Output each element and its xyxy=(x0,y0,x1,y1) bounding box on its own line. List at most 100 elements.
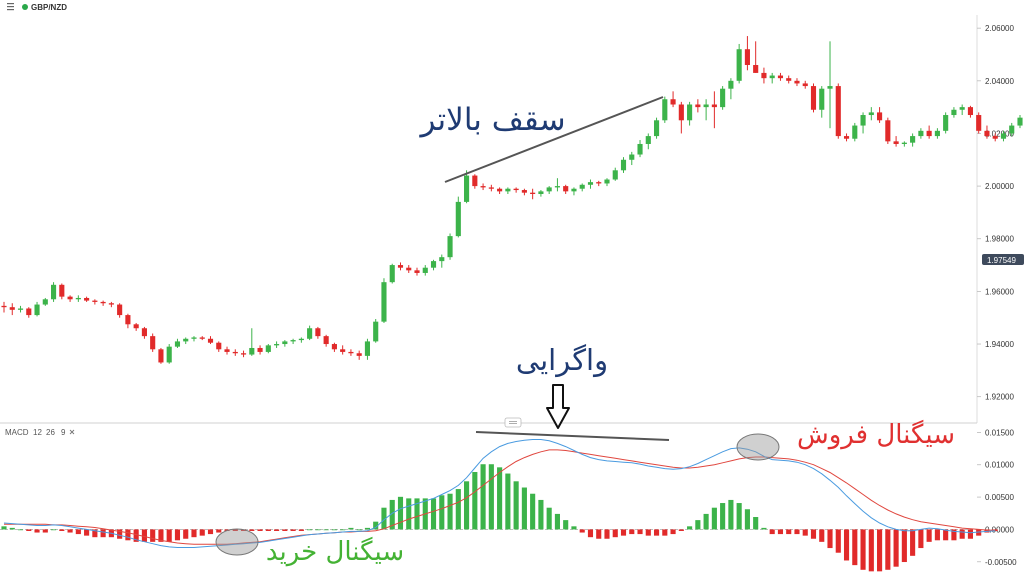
candle-body xyxy=(290,340,296,342)
candle-body xyxy=(810,86,817,110)
candle xyxy=(918,128,924,139)
histogram-bar xyxy=(315,529,321,531)
candle xyxy=(84,296,90,302)
candle-body xyxy=(26,308,32,316)
candle-body xyxy=(422,267,428,273)
candle xyxy=(976,112,982,134)
macd-label[interactable]: MACD xyxy=(5,428,29,437)
candle xyxy=(274,341,280,348)
candle-body xyxy=(860,115,866,126)
candle xyxy=(240,350,247,358)
histogram-bar xyxy=(852,529,858,566)
candle-body xyxy=(620,159,627,171)
candle xyxy=(108,301,114,308)
close-icon[interactable] xyxy=(69,429,75,435)
candle xyxy=(75,295,81,302)
candle-body xyxy=(158,349,164,363)
candle xyxy=(42,297,48,306)
candle xyxy=(835,83,841,139)
divergence-annotation: واگرایی xyxy=(516,343,608,377)
candle-body xyxy=(307,328,313,339)
candle xyxy=(587,179,594,189)
candle-body xyxy=(513,188,519,191)
candle xyxy=(67,295,73,302)
histogram-bar xyxy=(810,529,817,539)
candle-body xyxy=(389,265,395,283)
candle-body xyxy=(488,187,494,189)
candle xyxy=(1009,122,1015,137)
menu-icon[interactable] xyxy=(7,3,14,11)
candle-body xyxy=(141,328,147,337)
price-tick-label: 2.00000 xyxy=(985,182,1014,191)
candle xyxy=(100,300,106,306)
candle-body xyxy=(984,130,990,137)
candle xyxy=(571,187,577,196)
candle xyxy=(439,254,445,268)
candle-body xyxy=(579,184,585,189)
candle xyxy=(777,72,784,81)
histogram-bar xyxy=(133,529,139,542)
histogram-bar xyxy=(943,529,949,541)
histogram-bar xyxy=(604,529,610,539)
candle xyxy=(612,167,618,181)
candle-body xyxy=(67,296,73,300)
histogram-bar xyxy=(488,464,494,530)
macd-tick-label: 0.01500 xyxy=(985,428,1014,437)
histogram-bar xyxy=(298,529,304,531)
histogram-bar xyxy=(769,529,775,535)
symbol-label[interactable]: GBP/NZD xyxy=(31,3,67,12)
candle-body xyxy=(612,170,618,180)
candle-body xyxy=(736,49,742,81)
candle-body xyxy=(720,88,726,108)
histogram-bar xyxy=(414,498,420,530)
histogram-bar xyxy=(620,529,627,536)
candle-body xyxy=(183,338,189,342)
resize-handle-icon[interactable] xyxy=(504,417,522,428)
candle-body xyxy=(546,187,552,192)
histogram-bar xyxy=(893,529,899,567)
histogram-bar xyxy=(554,513,560,530)
candle-body xyxy=(901,142,907,144)
histogram-bar xyxy=(959,529,965,539)
macd-line xyxy=(3,439,996,548)
candle xyxy=(406,265,412,273)
histogram-bar xyxy=(406,498,412,530)
candle-body xyxy=(100,301,106,304)
candle xyxy=(827,41,833,129)
histogram-bar xyxy=(340,529,346,531)
histogram-bar xyxy=(802,529,808,536)
histogram-bar xyxy=(670,529,676,535)
candle-body xyxy=(852,125,858,139)
chart-toolbar: GBP/NZD xyxy=(7,3,67,12)
histogram-bar xyxy=(282,529,288,531)
candle-body xyxy=(464,175,470,202)
current-price-label: 1.97549 xyxy=(987,256,1016,265)
candle xyxy=(183,337,189,345)
candle-body xyxy=(777,75,784,79)
candle-body xyxy=(943,115,949,131)
candle xyxy=(216,341,222,352)
candle xyxy=(472,174,478,189)
histogram-bar xyxy=(323,529,329,531)
histogram-bar xyxy=(51,529,57,531)
histogram-bar xyxy=(290,529,296,531)
histogram-bar xyxy=(678,529,684,531)
histogram-bar xyxy=(637,529,643,535)
candle xyxy=(505,187,511,194)
candle-body xyxy=(596,182,602,184)
histogram-bar xyxy=(967,529,973,539)
candle xyxy=(166,344,172,364)
histogram-bar xyxy=(521,487,527,530)
histogram-bar xyxy=(711,507,717,530)
histogram-bar xyxy=(141,529,147,542)
macd-signal-period: 9 xyxy=(61,428,66,437)
candle xyxy=(265,344,271,354)
candle xyxy=(744,36,750,71)
candle xyxy=(488,184,494,192)
histogram-bar xyxy=(150,529,156,542)
candle xyxy=(810,83,817,113)
candle xyxy=(364,338,371,360)
candle-body xyxy=(199,337,205,339)
candle-body xyxy=(629,154,635,160)
candle-body xyxy=(505,188,511,192)
